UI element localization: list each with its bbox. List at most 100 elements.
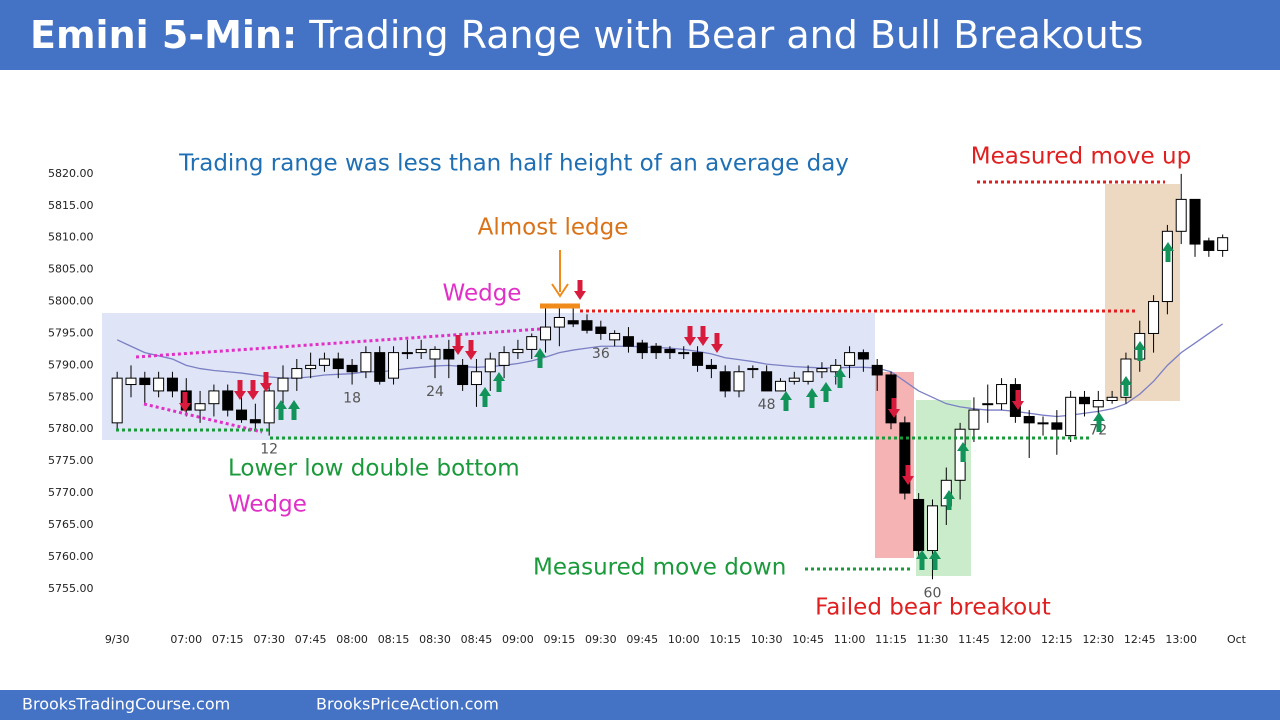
sell-arrow: [574, 280, 586, 300]
x-tick-label: 10:00: [668, 633, 700, 646]
candle-body: [982, 403, 994, 406]
buy-arrow: [288, 400, 300, 420]
candle-body: [926, 505, 938, 552]
candle-body: [622, 336, 634, 347]
x-tick-label: 9/30: [105, 633, 130, 646]
sell-arrow: [234, 380, 246, 400]
candle-body: [360, 352, 372, 373]
candle-body: [166, 377, 178, 392]
x-tick-label: 09:15: [544, 633, 576, 646]
x-tick-label: 07:30: [253, 633, 285, 646]
candle-body: [153, 377, 165, 392]
y-tick-label: 5785.00: [48, 390, 94, 403]
buy-arrow: [957, 442, 969, 462]
buy-arrow: [943, 490, 955, 510]
x-tick-label: 07:15: [212, 633, 244, 646]
bar-label: 12: [260, 442, 278, 458]
candle-body: [1217, 237, 1229, 251]
candle-body: [346, 364, 358, 373]
candle-body: [222, 390, 234, 411]
annotation: Wedge: [228, 492, 307, 518]
candle-body: [705, 364, 717, 370]
annotation: Lower low double bottom: [228, 456, 520, 482]
title-bold: Emini 5-Min:: [30, 13, 297, 57]
candle-body: [332, 358, 344, 370]
candle-body: [1092, 400, 1104, 408]
candle-body: [1023, 415, 1035, 424]
candle-body: [636, 342, 648, 354]
buy-arrow: [806, 388, 818, 408]
candle-body: [595, 326, 607, 334]
bar-label: 24: [426, 384, 444, 400]
candle-body: [139, 377, 151, 386]
x-tick-label: 11:30: [917, 633, 949, 646]
candle-body: [208, 390, 220, 405]
x-tick-label: 11:00: [834, 633, 866, 646]
candle-body: [1078, 396, 1090, 405]
x-tick-label: 11:45: [958, 633, 990, 646]
x-tick-label: 08:15: [378, 633, 410, 646]
bar-label: 60: [924, 585, 942, 601]
y-tick-label: 5800.00: [48, 295, 94, 308]
buy-arrow: [534, 348, 546, 368]
candle-body: [899, 422, 911, 494]
sell-arrow: [465, 340, 477, 360]
y-tick-label: 5765.00: [48, 518, 94, 531]
candle-body: [788, 377, 800, 382]
footer-bar: [0, 690, 1280, 720]
candle-body: [816, 368, 828, 373]
y-tick-label: 5780.00: [48, 422, 94, 435]
x-tick-label: 08:00: [336, 633, 368, 646]
candle-body: [747, 368, 759, 371]
annotation: Wedge: [443, 281, 522, 307]
candle-body: [913, 498, 925, 552]
annotation: Almost ledge: [478, 215, 629, 241]
candle-body: [553, 317, 565, 328]
buy-arrow: [929, 550, 941, 570]
y-tick-label: 5775.00: [48, 454, 94, 467]
candle-body: [857, 352, 869, 360]
wedge-line: [143, 402, 263, 434]
candle-body: [401, 352, 413, 355]
y-tick-label: 5795.00: [48, 326, 94, 339]
candle-body: [774, 380, 786, 392]
candle-body: [733, 371, 745, 392]
candle-body: [374, 352, 386, 382]
x-tick-label: 11:15: [875, 633, 907, 646]
y-tick-label: 5805.00: [48, 263, 94, 276]
bar-label: 18: [343, 391, 361, 407]
buy-arrow: [916, 550, 928, 570]
candle-body: [512, 348, 524, 354]
x-tick-label: 09:45: [626, 633, 658, 646]
x-tick-label: 12:15: [1041, 633, 1073, 646]
y-tick-label: 5770.00: [48, 486, 94, 499]
candle-body: [996, 384, 1008, 405]
buy-arrow: [275, 400, 287, 420]
candle-body: [318, 358, 330, 366]
candle-body: [526, 336, 538, 350]
candle-body: [844, 352, 856, 366]
candle-body: [111, 377, 123, 424]
candle-body: [125, 377, 137, 386]
sell-arrow: [179, 392, 191, 412]
buy-arrow: [1120, 376, 1132, 396]
title: Emini 5-Min: Trading Range with Bear and …: [30, 13, 1143, 57]
candle-body: [581, 320, 593, 331]
candle-body: [1106, 396, 1118, 401]
candle-body: [388, 352, 400, 379]
x-tick-label: 12:30: [1082, 633, 1114, 646]
candle-body: [415, 348, 427, 354]
candle-body: [194, 403, 206, 411]
buy-arrow: [479, 387, 491, 407]
candle-body: [1148, 301, 1160, 334]
candle-body: [609, 332, 621, 341]
candle-body: [484, 358, 496, 373]
sell-arrow: [247, 380, 259, 400]
candle-body: [1161, 230, 1173, 303]
header-bar: [0, 0, 1280, 70]
candle-body: [968, 409, 980, 430]
annotation: Measured move down: [533, 555, 786, 581]
candle-body: [249, 419, 261, 424]
candle-body: [305, 364, 317, 370]
